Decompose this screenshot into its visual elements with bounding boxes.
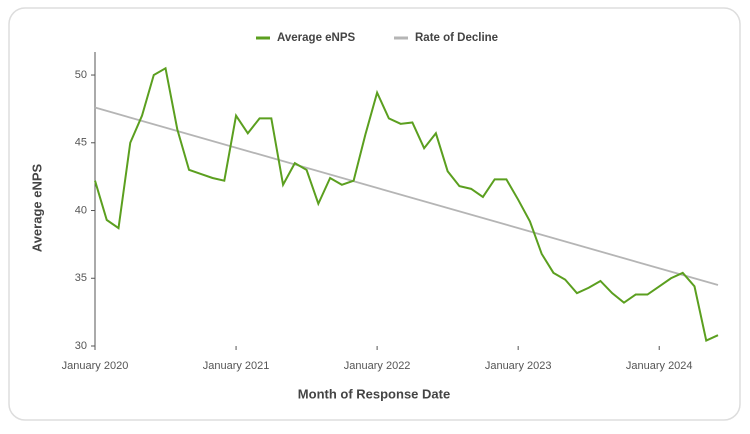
y-axis-label: Average eNPS [29,163,44,252]
x-tick-label: January 2023 [485,360,552,372]
card [8,7,741,421]
y-tick-label: 50 [75,69,87,81]
x-axis-label: Month of Response Date [298,386,450,401]
legend-label: Rate of Decline [415,32,498,44]
y-tick-label: 40 [75,204,87,216]
x-tick-label: January 2021 [203,360,270,372]
x-tick-label: January 2024 [626,360,693,372]
series-line [94,106,719,286]
legend-label: Average eNPS [277,32,356,44]
series-line [94,66,719,343]
x-tick-label: January 2022 [344,360,411,372]
y-tick-label: 35 [75,272,87,284]
x-tick-label: January 2020 [62,360,129,372]
y-tick-label: 45 [75,137,87,149]
y-tick-label: 30 [75,340,87,352]
